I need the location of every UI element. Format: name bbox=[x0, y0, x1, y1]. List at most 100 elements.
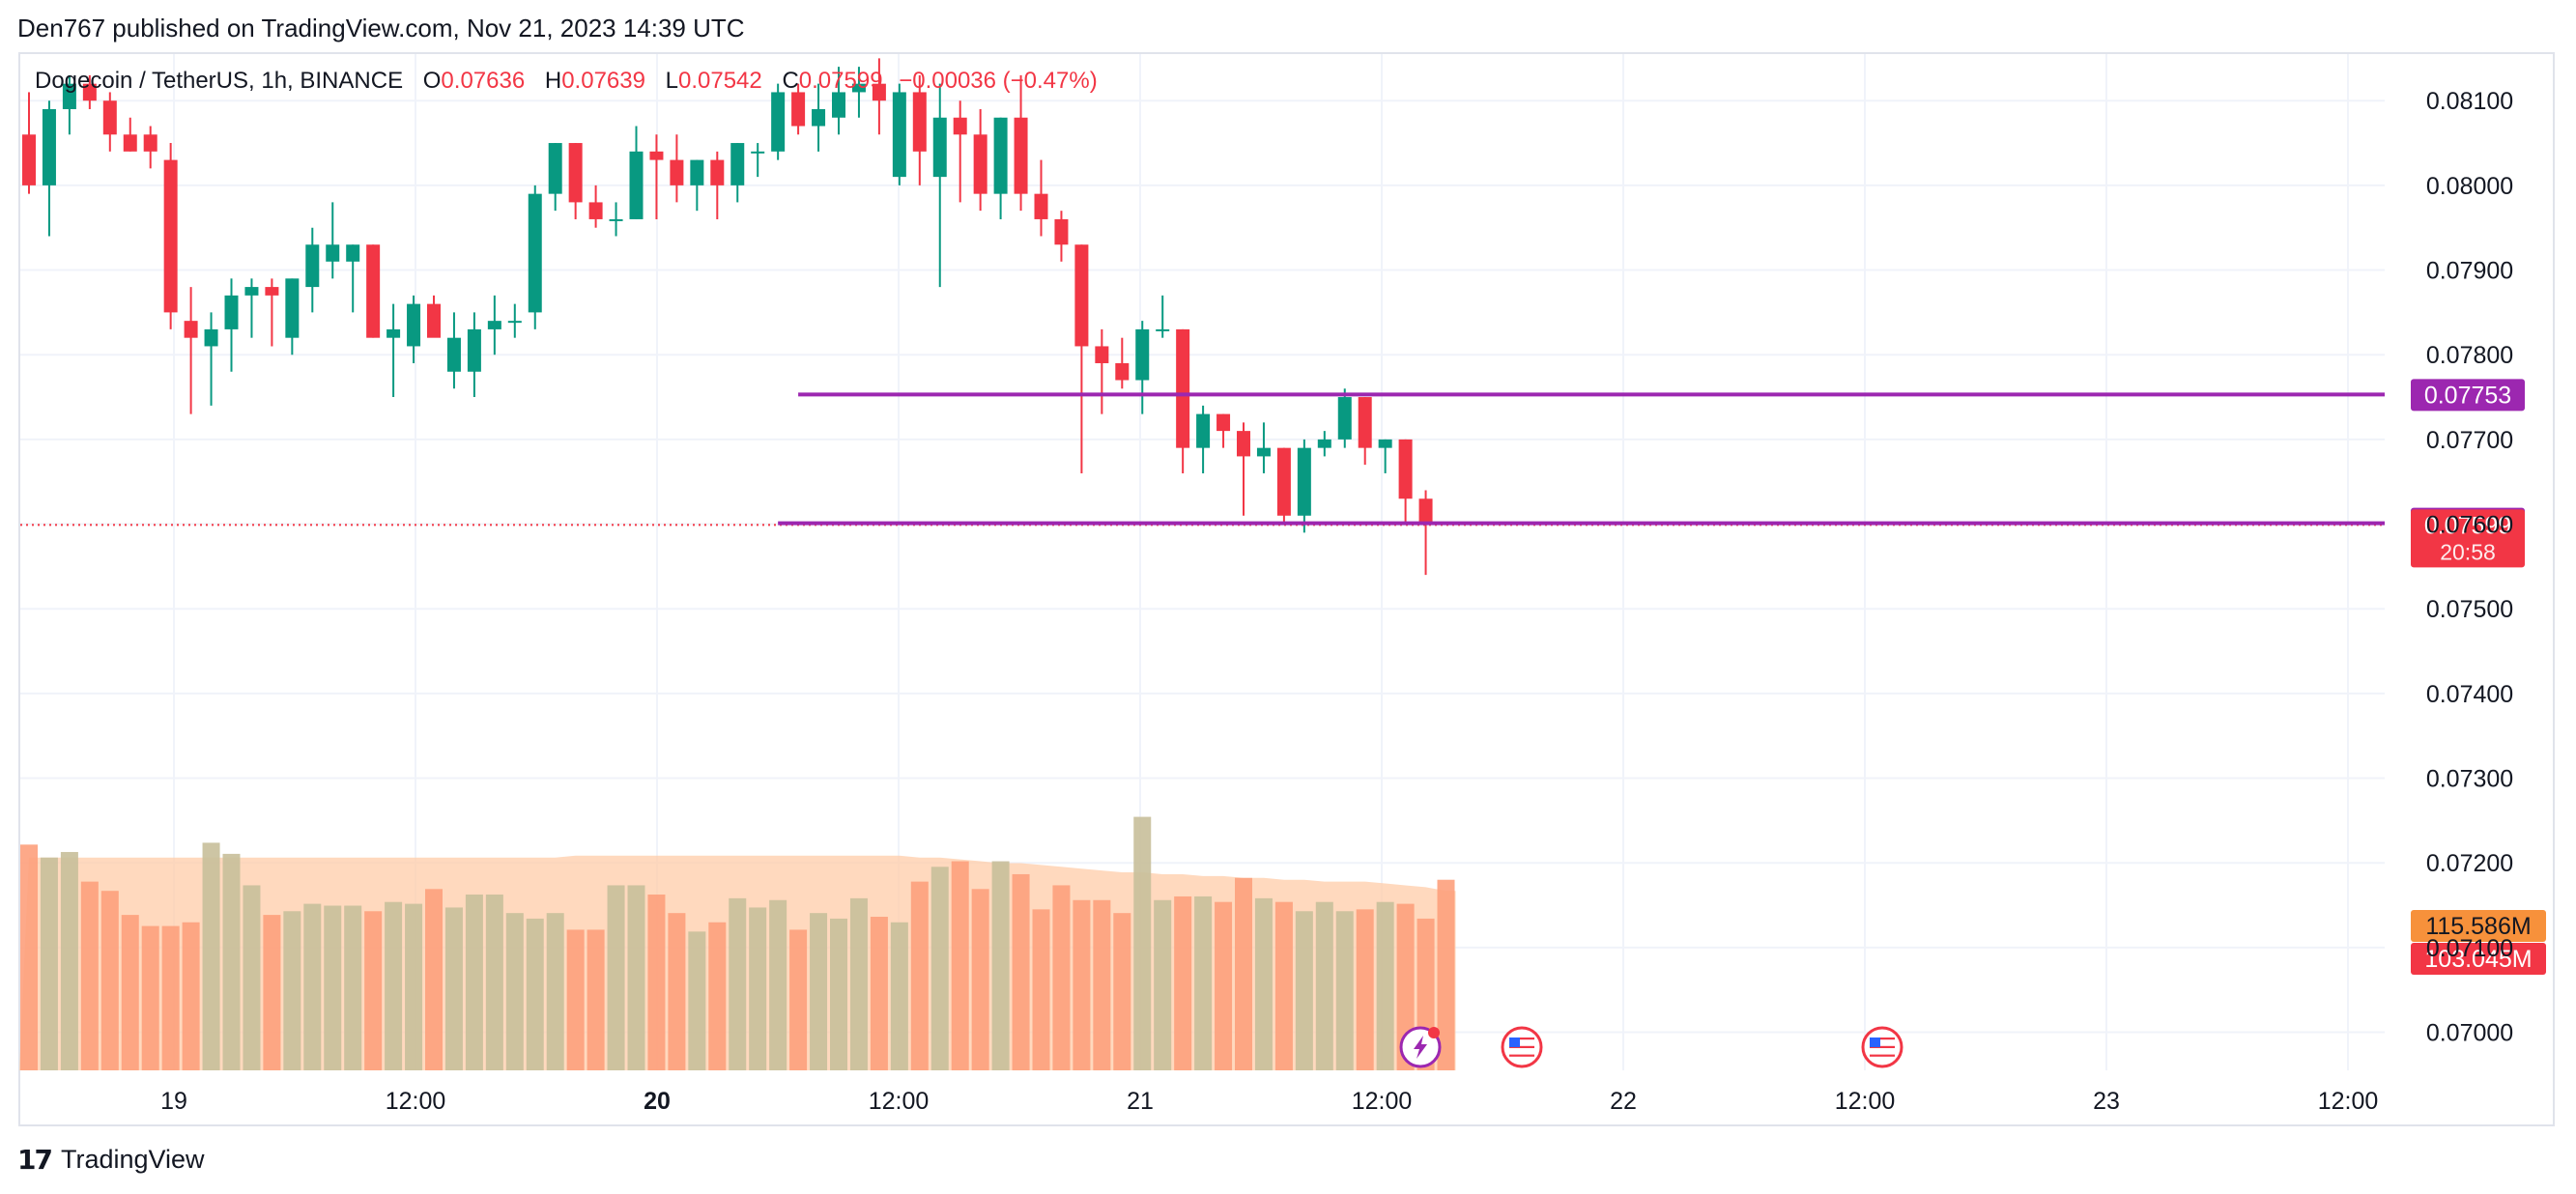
candle-body bbox=[1074, 244, 1089, 347]
volume-bar bbox=[465, 895, 483, 1070]
tradingview-logo-icon: 17 bbox=[17, 1144, 53, 1176]
candle-body bbox=[588, 202, 603, 219]
volume-bar bbox=[1396, 903, 1415, 1070]
volume-bar bbox=[283, 911, 301, 1070]
symbol-name: Dogecoin / TetherUS, 1h, BINANCE bbox=[35, 68, 404, 94]
candle-body bbox=[1216, 413, 1231, 432]
volume-bar bbox=[607, 885, 625, 1070]
candle-body bbox=[649, 151, 664, 160]
candle-body bbox=[1358, 397, 1372, 448]
volume-bar bbox=[910, 881, 929, 1070]
volume-ma-label-bg bbox=[2411, 910, 2546, 942]
candle-body bbox=[427, 303, 441, 338]
volume-bar bbox=[1073, 899, 1091, 1070]
y-tick-label: 0.07200 bbox=[2426, 850, 2513, 877]
candle-body bbox=[973, 134, 987, 194]
x-tick-label: 20 bbox=[644, 1088, 671, 1115]
volume-bar bbox=[708, 922, 727, 1070]
volume-bar bbox=[688, 931, 706, 1070]
low-label: L bbox=[665, 68, 678, 94]
volume-bar bbox=[324, 905, 342, 1070]
candle-body bbox=[1176, 328, 1190, 448]
footer-brand[interactable]: 17 TradingView bbox=[17, 1144, 205, 1176]
volume-bar bbox=[890, 922, 908, 1070]
candle-body bbox=[82, 83, 97, 101]
publisher-line: Den767 published on TradingView.com, Nov… bbox=[17, 14, 745, 43]
candle-body bbox=[993, 117, 1008, 194]
x-tick-label: 21 bbox=[1127, 1088, 1154, 1115]
volume-bar bbox=[1295, 911, 1313, 1070]
candle-body bbox=[1256, 447, 1271, 457]
volume-bar bbox=[587, 929, 605, 1070]
symbol-legend[interactable]: Dogecoin / TetherUS, 1h, BINANCE O0.0763… bbox=[35, 68, 1098, 95]
us-economic-event-icon[interactable] bbox=[1501, 1026, 1543, 1068]
candle-body bbox=[204, 328, 218, 347]
volume-bar bbox=[385, 901, 403, 1070]
candle-body bbox=[1337, 397, 1352, 440]
candle-body bbox=[528, 193, 542, 313]
flag-stripe bbox=[1509, 1038, 1534, 1040]
volume-bar bbox=[1315, 901, 1333, 1070]
volume-bar bbox=[1274, 901, 1293, 1070]
candle-body bbox=[1156, 328, 1170, 331]
flag-stripe bbox=[1870, 1038, 1895, 1040]
y-tick-label: 0.07400 bbox=[2426, 681, 2513, 708]
candle-body bbox=[912, 92, 927, 152]
volume-bar bbox=[40, 857, 58, 1070]
candle-body bbox=[1317, 439, 1331, 448]
candle-body bbox=[163, 159, 178, 313]
volume-bar bbox=[364, 911, 383, 1070]
volume-bar bbox=[668, 913, 686, 1070]
volume-bar bbox=[1012, 873, 1030, 1070]
volume-bar bbox=[1376, 901, 1394, 1070]
last-price-label: 0.07599 bbox=[2424, 512, 2511, 539]
volume-bar bbox=[1335, 911, 1354, 1070]
last-price-label-bg bbox=[2411, 509, 2525, 568]
y-tick-label: 0.07000 bbox=[2426, 1020, 2513, 1047]
candle-body bbox=[771, 92, 786, 152]
volume-bar bbox=[505, 913, 524, 1070]
volume-bar bbox=[1356, 909, 1374, 1070]
high-label: H bbox=[544, 68, 562, 94]
volume-bar bbox=[870, 917, 888, 1070]
candle-body bbox=[710, 159, 725, 185]
price-axis: 0.08100 0.08000 0.07900 0.07800 0.07700 0.076… bbox=[2426, 88, 2513, 1046]
volume-bar bbox=[182, 922, 200, 1070]
volume-bar bbox=[1437, 879, 1455, 1070]
candle-body bbox=[143, 134, 157, 152]
x-tick-label: 12:00 bbox=[2318, 1088, 2379, 1115]
y-tick-label: 0.07100 bbox=[2426, 935, 2513, 962]
volume-bar bbox=[485, 895, 503, 1070]
y-tick-label: 0.07900 bbox=[2426, 258, 2513, 285]
candle-body bbox=[751, 151, 765, 154]
us-economic-event-icon-2[interactable] bbox=[1861, 1026, 1903, 1068]
volume-bar bbox=[121, 915, 139, 1070]
volume-bar bbox=[1254, 897, 1273, 1070]
candle-body bbox=[1054, 218, 1069, 245]
candle-body bbox=[1398, 439, 1413, 499]
candle-body bbox=[1115, 362, 1130, 381]
flag-stripe bbox=[1870, 1041, 1895, 1044]
volume-bar bbox=[1032, 909, 1050, 1070]
flag-stripe bbox=[1870, 1045, 1895, 1048]
brand-name: TradingView bbox=[60, 1145, 205, 1174]
volume-bar bbox=[303, 903, 322, 1070]
chart-frame bbox=[18, 52, 2555, 1126]
candle-body bbox=[1014, 117, 1028, 194]
time-axis: 19 12:00 20 12:00 21 12:00 22 12:00 23 12:00 bbox=[160, 1088, 2378, 1115]
candle-body bbox=[507, 321, 522, 324]
y-tick-label: 0.08100 bbox=[2426, 88, 2513, 115]
y-tick-label: 0.07300 bbox=[2426, 766, 2513, 793]
flag-stripe bbox=[1509, 1041, 1534, 1044]
candle-body bbox=[791, 92, 806, 127]
volume-bar bbox=[789, 929, 808, 1070]
earnings-event-icon[interactable] bbox=[1399, 1026, 1442, 1068]
candle-body bbox=[487, 321, 501, 329]
candle-body bbox=[1196, 413, 1211, 448]
candle-body bbox=[244, 287, 259, 296]
volume-label-bg bbox=[2411, 943, 2546, 975]
volume-bar bbox=[425, 889, 443, 1070]
flag-canton bbox=[1870, 1038, 1880, 1047]
candle-body bbox=[386, 328, 401, 338]
